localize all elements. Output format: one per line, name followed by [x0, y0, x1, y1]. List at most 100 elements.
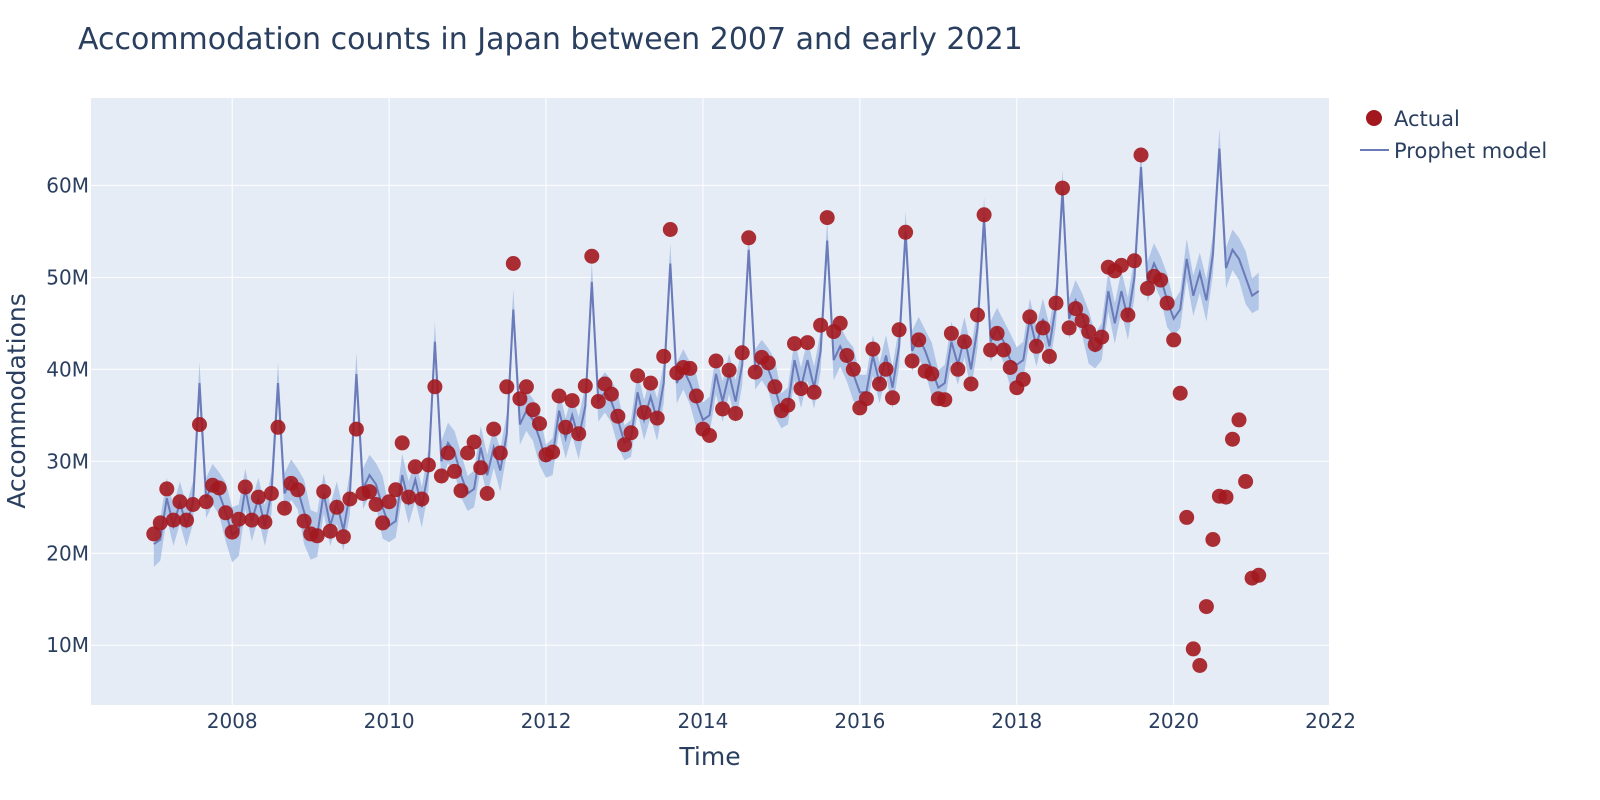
actual-point: [146, 526, 162, 542]
actual-point: [316, 484, 332, 500]
actual-point: [623, 425, 639, 441]
actual-point: [780, 397, 796, 413]
actual-point: [420, 457, 436, 473]
y-axis-ticks: 10M 20M 30M 40M 50M 60M: [46, 173, 89, 657]
actual-point: [381, 494, 397, 510]
actual-point: [656, 348, 672, 364]
legend[interactable]: Actual Prophet model: [1360, 107, 1547, 163]
actual-point: [813, 317, 829, 333]
actual-point: [172, 494, 188, 510]
actual-point: [878, 361, 894, 377]
actual-point: [564, 393, 580, 409]
actual-point: [767, 379, 783, 395]
legend-marker-actual: [1366, 110, 1382, 126]
actual-point: [335, 529, 351, 545]
actual-point: [263, 486, 279, 501]
legend-label-actual: Actual: [1394, 107, 1460, 131]
actual-point: [806, 384, 822, 400]
actual-point: [793, 381, 809, 397]
actual-point: [1022, 309, 1038, 325]
actual-point: [1205, 532, 1221, 547]
actual-point: [911, 332, 927, 348]
actual-point: [872, 376, 887, 392]
actual-point: [617, 437, 632, 453]
actual-point: [525, 402, 541, 418]
x-tick-label: 2020: [1148, 709, 1199, 733]
actual-point: [832, 315, 848, 331]
actual-point: [1133, 147, 1149, 163]
actual-point: [1251, 567, 1267, 583]
legend-item-prophet-model[interactable]: Prophet model: [1360, 139, 1547, 163]
actual-point: [584, 248, 600, 264]
actual-point: [1166, 332, 1182, 348]
actual-point: [819, 210, 835, 226]
actual-point: [1231, 412, 1247, 428]
actual-point: [1172, 385, 1188, 401]
actual-point: [682, 360, 698, 376]
actual-point: [329, 499, 345, 515]
actual-point: [185, 497, 201, 512]
actual-point: [460, 445, 476, 461]
actual-point: [388, 482, 404, 498]
actual-point: [1055, 180, 1070, 196]
actual-point: [787, 336, 802, 352]
actual-point: [636, 405, 652, 420]
actual-point: [1225, 431, 1240, 447]
actual-point: [688, 388, 704, 404]
actual-point: [885, 390, 900, 406]
legend-item-actual[interactable]: Actual: [1366, 107, 1460, 131]
actual-point: [433, 468, 449, 484]
actual-point: [479, 486, 495, 501]
actual-point: [1120, 307, 1136, 323]
y-tick-label: 60M: [46, 173, 89, 197]
x-tick-label: 2010: [364, 709, 415, 733]
actual-point: [342, 491, 358, 507]
actual-point: [1041, 348, 1057, 364]
actual-point: [1140, 280, 1155, 296]
actual-point: [1179, 509, 1195, 525]
actual-point: [466, 434, 482, 450]
actual-point: [218, 505, 234, 521]
legend-label-prophet-model: Prophet model: [1394, 139, 1547, 163]
actual-point: [159, 481, 175, 497]
actual-point: [1015, 371, 1031, 387]
actual-point: [702, 428, 717, 443]
actual-point: [800, 335, 815, 351]
actual-point: [1159, 295, 1175, 311]
actual-points: [146, 147, 1267, 673]
actual-point: [1048, 295, 1064, 311]
actual-point: [1238, 474, 1254, 489]
actual-point: [551, 388, 567, 404]
actual-point: [558, 419, 574, 435]
actual-point: [407, 459, 423, 475]
actual-point: [845, 361, 861, 377]
actual-point: [943, 325, 959, 341]
actual-point: [571, 426, 587, 442]
actual-point: [492, 445, 508, 461]
chart-title: Accommodation counts in Japan between 20…: [78, 22, 1023, 57]
actual-point: [165, 512, 181, 528]
actual-point: [545, 444, 561, 460]
actual-point: [518, 379, 534, 395]
actual-point: [950, 361, 966, 377]
actual-point: [499, 379, 515, 395]
actual-point: [198, 494, 214, 510]
actual-point: [898, 224, 914, 240]
actual-point: [1218, 489, 1234, 505]
actual-point: [957, 334, 972, 350]
gridlines: [91, 98, 1329, 705]
actual-point: [152, 515, 168, 531]
actual-point: [179, 512, 194, 528]
y-tick-label: 40M: [46, 357, 89, 381]
actual-point: [728, 406, 744, 421]
actual-point: [1113, 257, 1129, 273]
actual-point: [630, 368, 646, 384]
actual-point: [1068, 301, 1084, 317]
x-axis-ticks: 2008 2010 2012 2014 2016 2018 2020 2022: [207, 709, 1356, 733]
actual-point: [427, 379, 443, 395]
actual-point: [839, 348, 855, 363]
actual-point: [362, 484, 377, 500]
actual-point: [192, 417, 207, 432]
actual-point: [290, 482, 306, 498]
actual-point: [1153, 272, 1169, 288]
